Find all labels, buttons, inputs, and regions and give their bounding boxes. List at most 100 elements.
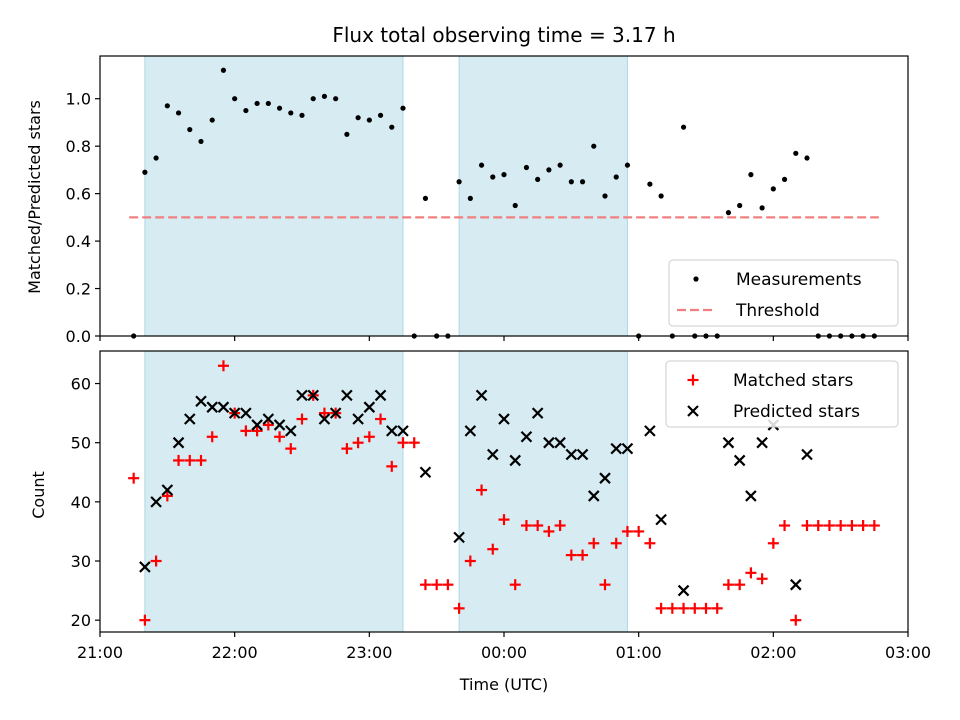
matched-star-marker: [476, 484, 488, 496]
x-tick-label: 22:00: [212, 643, 258, 662]
predicted-star-marker: [251, 419, 263, 431]
matched-star-marker: [296, 413, 308, 425]
predicted-star-marker: [655, 513, 667, 526]
predicted-star-marker: [475, 389, 488, 402]
measurement-point: [871, 333, 877, 339]
legend: Matched stars Predicted stars: [665, 360, 899, 428]
matched-star-marker: [397, 437, 409, 449]
matched-star-marker: [812, 520, 824, 532]
predicted-star-marker: [733, 454, 746, 467]
matched-star-marker: [386, 460, 398, 472]
predicted-star-marker: [621, 442, 634, 455]
matched-star-marker: [375, 413, 387, 425]
measurement-point: [445, 333, 451, 339]
predicted-star-marker: [498, 413, 510, 425]
measurement-point: [680, 124, 687, 130]
measurement-point: [243, 107, 249, 114]
matched-star-marker: [655, 602, 667, 614]
predicted-star-marker: [150, 496, 162, 508]
measurement-point: [467, 195, 473, 201]
measurement-point: [613, 174, 619, 180]
axis-ticks: 0.0 0.2 0.4 0.6 0.8 1.0 20 30 40 50 60 21:00 22:00 23…: [66, 90, 932, 662]
predicted-star-marker: [296, 389, 308, 402]
matched-star-marker: [464, 555, 476, 567]
y-tick-label: 0.8: [66, 137, 91, 156]
y-tick-label: 0.4: [66, 232, 91, 251]
predicted-star-marker: [486, 448, 499, 461]
measurement-point: [164, 103, 170, 109]
predicted-star-marker: [363, 401, 376, 413]
matched-star-marker: [633, 525, 645, 537]
matched-star-marker: [251, 425, 263, 437]
predicted-star-marker: [284, 425, 297, 437]
matched-star-marker: [161, 490, 173, 502]
predicted-star-marker: [789, 578, 802, 591]
matched-star-marker: [678, 602, 690, 614]
matched-star-marker: [835, 520, 847, 532]
chart-title: Flux total observing time = 3.17 h: [332, 23, 675, 47]
matched-star-marker: [734, 579, 746, 591]
predicted-star-marker: [644, 425, 656, 437]
y-tick-label: 40: [71, 493, 91, 512]
x-tick-label: 21:00: [77, 643, 123, 662]
predicted-star-marker: [352, 413, 364, 425]
measurement-point: [815, 333, 821, 339]
matched-star-marker: [240, 425, 252, 437]
measurement-point: [546, 167, 552, 173]
predicted-star-marker: [385, 425, 398, 437]
matched-star-marker: [599, 579, 611, 591]
predicted-star-marker: [531, 407, 544, 419]
y-tick-label: 20: [71, 611, 91, 630]
measurement-point: [535, 176, 541, 182]
measurement-point: [142, 169, 148, 175]
measurement-point: [725, 210, 732, 216]
legends: Measurements Threshold Matched stars Predic…: [665, 259, 899, 428]
measurement-point: [748, 172, 754, 178]
matched-star-marker: [128, 472, 140, 484]
measurement-point: [220, 67, 227, 73]
legend-predicted-marker: [687, 405, 699, 417]
matched-star-marker: [274, 431, 286, 443]
y-tick-label: 1.0: [66, 90, 91, 109]
x-axis-label: Time (UTC): [459, 675, 548, 694]
predicted-star-marker: [374, 389, 387, 402]
measurement-point: [265, 100, 271, 107]
predicted-star-marker: [677, 584, 690, 597]
x-tick-label: 02:00: [750, 643, 796, 662]
measurement-point: [254, 100, 260, 107]
matched-star-marker: [442, 579, 454, 591]
measurement-point: [523, 164, 530, 171]
measurement-point: [838, 333, 844, 339]
matched-star-marker: [790, 614, 802, 626]
x-tick-label: 23:00: [346, 643, 392, 662]
matched-star-marker: [543, 525, 555, 537]
predicted-star-marker: [273, 419, 286, 431]
matched-star-marker: [487, 543, 499, 555]
measurement-point: [456, 179, 462, 185]
predicted-star-marker: [587, 490, 600, 502]
predicted-star-marker: [756, 436, 768, 449]
predicted-star-marker: [341, 389, 353, 402]
predicted-star-marker: [419, 466, 432, 479]
measurement-point: [344, 131, 350, 137]
predicted-star-marker: [397, 425, 409, 437]
measurement-point: [490, 174, 496, 180]
measurement-point: [770, 186, 776, 192]
matched-star-marker: [767, 537, 779, 549]
measurement-point: [647, 181, 653, 187]
measurement-point: [860, 333, 866, 339]
shaded-intervals: [144, 55, 628, 633]
matched-star-marker: [419, 579, 431, 591]
measurement-point: [389, 124, 395, 130]
measurement-point: [714, 333, 720, 339]
measurement-point: [434, 333, 440, 339]
matched-star-marker: [621, 525, 633, 537]
legend-box: [668, 259, 899, 327]
measurement-point: [310, 96, 316, 102]
measurement-point: [636, 333, 642, 339]
legend-label: Predicted stars: [733, 402, 860, 422]
measurement-point: [232, 96, 238, 102]
predicted-star-marker: [206, 401, 219, 413]
predicted-star-marker: [228, 407, 241, 419]
